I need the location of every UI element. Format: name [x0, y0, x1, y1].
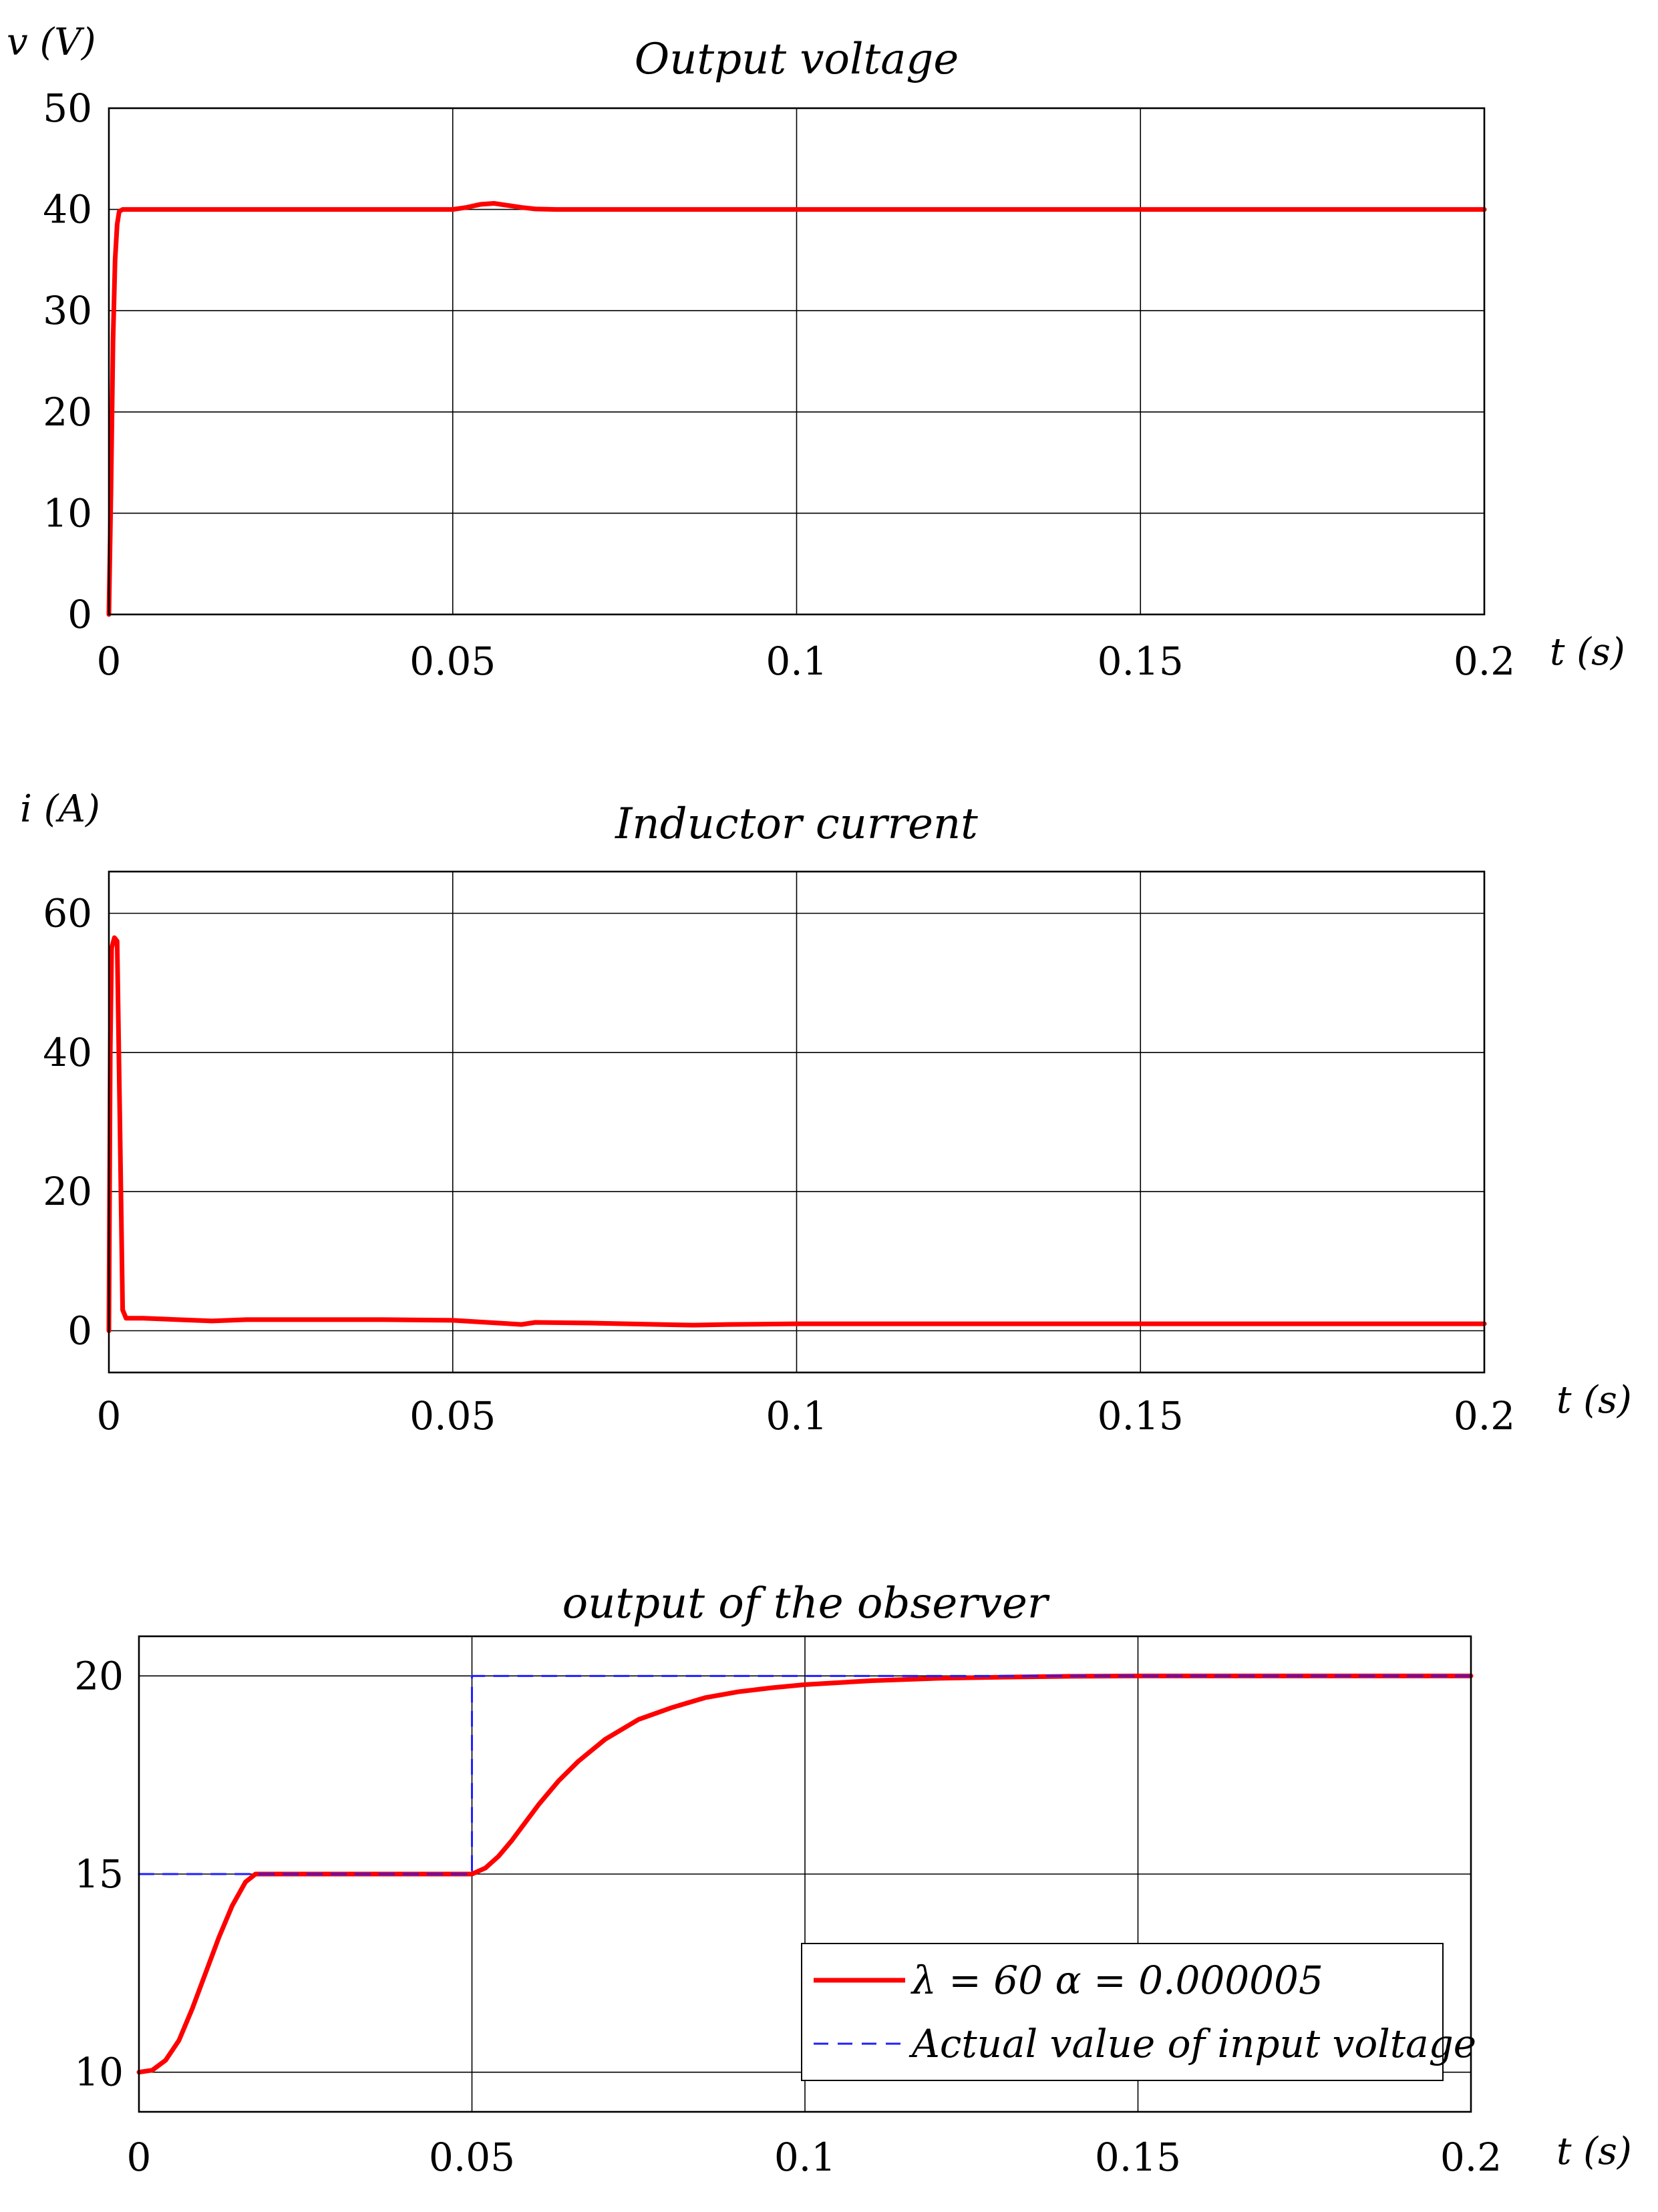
x-tick-label: 0.05 [409, 638, 496, 684]
y-tick-label: 20 [43, 389, 92, 435]
x-tick-label: 0.05 [409, 1393, 496, 1439]
y-tick-label: 10 [74, 2050, 124, 2095]
y-tick-label: 40 [43, 187, 92, 232]
legend: λ = 60 α = 0.000005 Actual value of input… [801, 1943, 1476, 2081]
x-tick-label: 0.1 [766, 1393, 827, 1439]
legend-box [801, 1943, 1444, 2081]
plot-frame [108, 107, 1486, 616]
x-tick-label: 0.1 [766, 638, 827, 684]
legend-label-1: λ = 60 α = 0.000005 [910, 1958, 1323, 2003]
plot-title: Output voltage [635, 35, 959, 84]
x-tick-label: 0.2 [1454, 1393, 1515, 1439]
plot-title: output of the observer [562, 1579, 1050, 1628]
y-tick-label: 50 [43, 85, 92, 131]
y-tick-label: 20 [74, 1653, 124, 1698]
x-tick-label: 0 [97, 638, 122, 684]
y-tick-label: 0 [67, 592, 92, 637]
plot-frame [138, 1635, 1472, 2113]
plot-3: 0 0.05 0.1 0.15 0.2 10 15 20 output of the obser… [74, 1579, 1632, 2180]
y-tick-label: 0 [67, 1308, 92, 1354]
y-tick-label: 40 [43, 1030, 92, 1075]
x-tick-label: 0.15 [1095, 2135, 1181, 2180]
y-axis-label: v (V) [7, 21, 96, 64]
x-tick-label: 0.05 [429, 2135, 515, 2180]
x-tick-label: 0.15 [1098, 638, 1184, 684]
x-axis-label: t (s) [1556, 1378, 1632, 1422]
plot-title: Inductor current [615, 799, 978, 849]
y-axis-label: i (A) [20, 787, 100, 831]
y-tick-label: 20 [43, 1169, 92, 1214]
y-tick-label: 60 [43, 891, 92, 936]
plot-frame [108, 870, 1486, 1374]
y-tick-label: 10 [43, 490, 92, 536]
series-line-1 [136, 1673, 1474, 2075]
plot-2: 0 0.05 0.1 0.15 0.2 0 20 40 60 Inductor current i … [20, 787, 1632, 1439]
x-axis-label: t (s) [1556, 2130, 1632, 2173]
y-tick-label: 30 [43, 288, 92, 333]
x-tick-label: 0 [97, 1393, 122, 1439]
x-tick-label: 0 [127, 2135, 152, 2180]
x-axis-label: t (s) [1550, 630, 1625, 674]
series-line-1 [106, 935, 1487, 1333]
x-tick-label: 0.2 [1454, 638, 1515, 684]
series-line-1 [106, 201, 1487, 617]
y-tick-label: 15 [74, 1851, 124, 1897]
x-tick-label: 0.2 [1440, 2135, 1502, 2180]
plot-1: 0 0.05 0.1 0.15 0.2 0 10 20 30 40 50 Output voltage… [7, 21, 1625, 684]
series-line-2 [138, 1674, 1472, 1875]
x-tick-label: 0.1 [774, 2135, 836, 2180]
legend-label-2: Actual value of input voltage [908, 2021, 1476, 2066]
x-tick-label: 0.15 [1098, 1393, 1184, 1439]
